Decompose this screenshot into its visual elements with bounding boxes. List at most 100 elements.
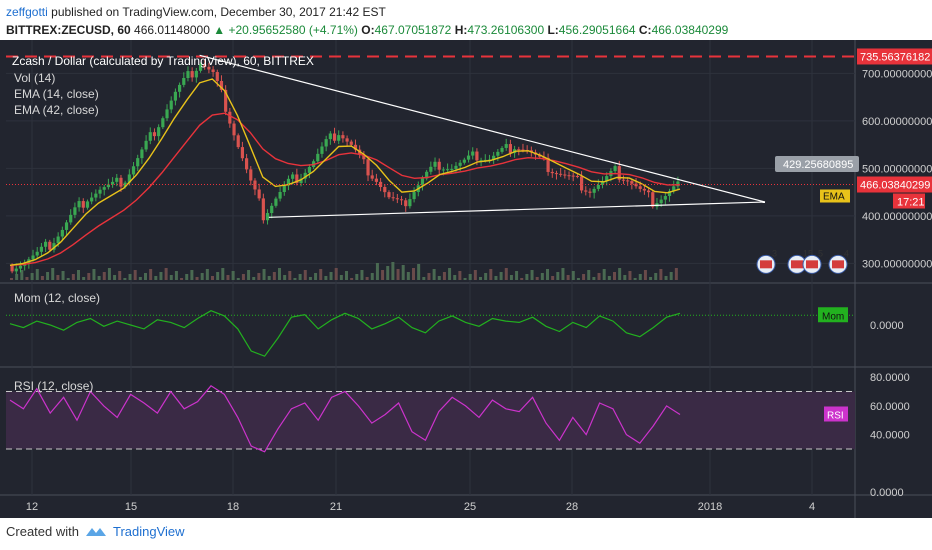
ema42-line[interactable] [9, 112, 681, 266]
candle-body[interactable] [48, 241, 52, 250]
legend-vol[interactable]: Vol (14) [14, 71, 55, 85]
candle-body[interactable] [39, 246, 43, 252]
candle-body[interactable] [203, 64, 207, 67]
candle-body[interactable] [337, 135, 341, 141]
candle-body[interactable] [257, 189, 261, 199]
candle-body[interactable] [219, 80, 224, 90]
candle-body[interactable] [18, 265, 23, 269]
candle-body[interactable] [182, 77, 186, 85]
candle-body[interactable] [366, 159, 370, 176]
candle-body[interactable] [647, 190, 651, 193]
candle-body[interactable] [173, 91, 177, 101]
candle-body[interactable] [617, 166, 621, 180]
candle-body[interactable] [420, 178, 425, 186]
candle-body[interactable] [148, 132, 152, 141]
candle-body[interactable] [672, 186, 676, 192]
candle-body[interactable] [324, 139, 328, 147]
rsi-pane[interactable]: RSI [6, 385, 855, 453]
candle-body[interactable] [286, 178, 291, 186]
candle-body[interactable] [144, 140, 148, 150]
candle-body[interactable] [44, 241, 48, 247]
candle-body[interactable] [261, 198, 265, 221]
candle-body[interactable] [328, 133, 332, 140]
candle-body[interactable] [123, 182, 127, 187]
candle-body[interactable] [596, 185, 600, 189]
candle-body[interactable] [466, 155, 471, 160]
candle-body[interactable] [224, 89, 228, 112]
candle-body[interactable] [546, 157, 550, 172]
candle-body[interactable] [383, 186, 387, 193]
candle-body[interactable] [584, 190, 588, 192]
candle-body[interactable] [115, 177, 119, 182]
candle-body[interactable] [165, 109, 169, 119]
candle-body[interactable] [236, 135, 240, 148]
candle-body[interactable] [663, 196, 667, 200]
candle-body[interactable] [106, 184, 110, 188]
candle-body[interactable] [152, 132, 157, 137]
candle-body[interactable] [320, 146, 324, 154]
candle-body[interactable] [98, 189, 102, 194]
candle-body[interactable] [638, 186, 642, 189]
candle-body[interactable] [571, 175, 575, 177]
candle-body[interactable] [450, 168, 454, 170]
candle-body[interactable] [131, 166, 136, 175]
candle-body[interactable] [332, 133, 337, 141]
candle-body[interactable] [119, 177, 123, 187]
candle-body[interactable] [94, 193, 98, 198]
candle-body[interactable] [395, 198, 399, 200]
candle-body[interactable] [240, 147, 244, 159]
symbol-label[interactable]: BITTREX:ZECUSD, 60 [6, 23, 131, 37]
chart-canvas[interactable]: 429.25680895 EMA 3 15 5 4 Mom RSI 300.0000000… [0, 40, 932, 518]
candle-body[interactable] [588, 191, 592, 193]
candle-body[interactable] [387, 192, 391, 198]
candle-body[interactable] [81, 201, 85, 208]
candle-body[interactable] [64, 222, 69, 230]
ema14-line[interactable] [9, 78, 681, 266]
candle-body[interactable] [60, 229, 64, 237]
candle-body[interactable] [207, 66, 211, 70]
candle-body[interactable] [429, 166, 433, 172]
candle-body[interactable] [253, 180, 257, 190]
candle-body[interactable] [613, 166, 617, 172]
candle-body[interactable] [563, 174, 567, 176]
legend-ema14[interactable]: EMA (14, close) [14, 87, 99, 101]
candle-body[interactable] [659, 199, 663, 204]
candle-body[interactable] [471, 151, 475, 156]
candle-body[interactable] [190, 71, 194, 78]
candle-body[interactable] [626, 180, 630, 182]
candle-body[interactable] [559, 173, 563, 175]
candle-body[interactable] [10, 265, 14, 272]
rsi-line[interactable] [9, 385, 681, 453]
candle-body[interactable] [605, 176, 609, 182]
candle-body[interactable] [379, 181, 383, 187]
candle-body[interactable] [14, 268, 18, 272]
candle-body[interactable] [270, 205, 274, 214]
candle-body[interactable] [198, 64, 203, 71]
candle-body[interactable] [404, 200, 408, 207]
candle-body[interactable] [232, 123, 236, 136]
candle-body[interactable] [462, 159, 466, 163]
candle-body[interactable] [475, 151, 479, 161]
candle-body[interactable] [412, 192, 416, 200]
candle-body[interactable] [642, 188, 646, 191]
candle-body[interactable] [441, 169, 445, 171]
rsi-title[interactable]: RSI (12, close) [14, 379, 93, 393]
candle-body[interactable] [408, 199, 412, 207]
candle-body[interactable] [517, 149, 521, 151]
candle-body[interactable] [500, 147, 504, 152]
momentum-line[interactable] [9, 310, 681, 357]
candle-body[interactable] [56, 236, 60, 244]
candle-body[interactable] [307, 167, 311, 173]
candle-body[interactable] [249, 169, 253, 181]
candle-body[interactable] [136, 158, 140, 167]
candle-body[interactable] [282, 185, 286, 192]
candle-body[interactable] [140, 149, 144, 159]
candle-body[interactable] [425, 171, 429, 179]
candle-body[interactable] [90, 197, 94, 202]
candle-body[interactable] [278, 191, 282, 199]
candle-body[interactable] [399, 199, 404, 201]
candle-body[interactable] [178, 84, 182, 92]
candle-body[interactable] [265, 213, 270, 221]
candle-body[interactable] [291, 174, 295, 179]
candle-body[interactable] [52, 243, 56, 250]
